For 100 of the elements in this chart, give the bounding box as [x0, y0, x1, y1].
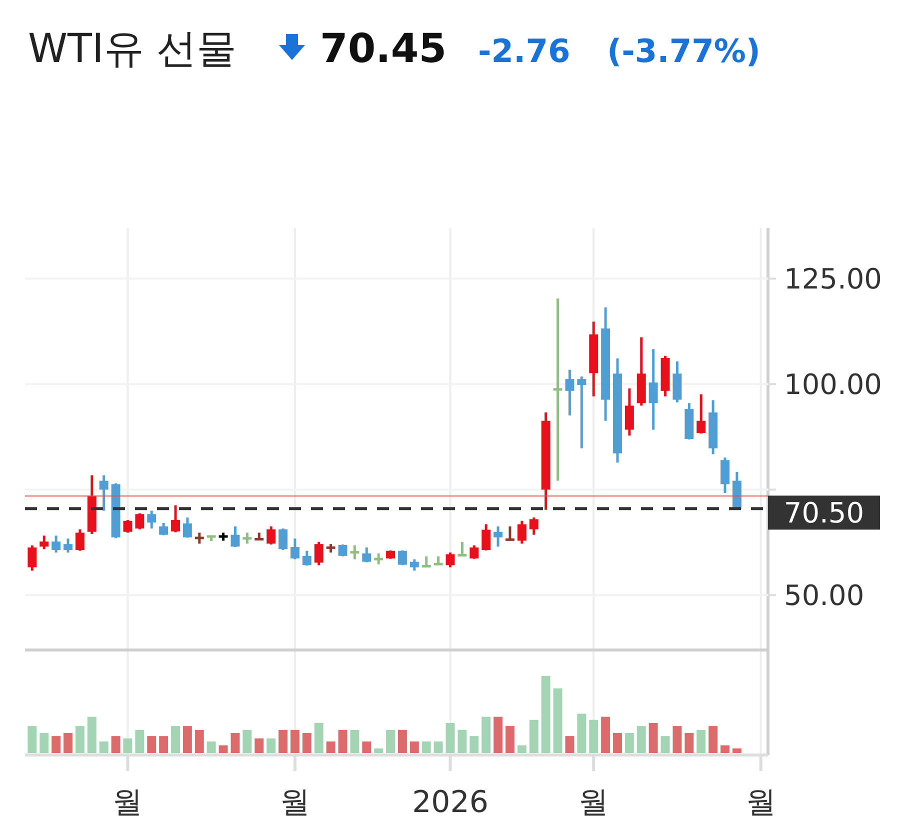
- bar: [613, 732, 622, 753]
- bar: [135, 730, 144, 753]
- candlestick: [517, 520, 526, 545]
- candlestick: [696, 393, 706, 435]
- bar: [40, 732, 49, 753]
- candlestick: [398, 549, 407, 566]
- bar: [684, 732, 694, 753]
- bar: [672, 726, 682, 753]
- chart-title: WTI유 선물: [28, 26, 236, 72]
- ref-line-label: 70.50: [784, 496, 864, 530]
- x-tick-label: 월: [746, 785, 776, 820]
- bar: [470, 736, 479, 753]
- bar: [482, 716, 491, 753]
- bar: [422, 741, 431, 753]
- candlestick: [648, 348, 658, 431]
- candlestick: [470, 544, 479, 560]
- bar: [529, 720, 538, 753]
- candlestick: [577, 375, 586, 450]
- bar: [398, 730, 407, 753]
- bar: [326, 741, 336, 753]
- candlestick: [230, 525, 240, 548]
- candlestick: [99, 474, 108, 512]
- bar: [446, 722, 455, 753]
- bar: [660, 736, 670, 753]
- candlestick: [494, 525, 503, 548]
- candlestick: [302, 550, 312, 567]
- candlestick: [362, 546, 372, 564]
- bar: [171, 726, 180, 753]
- bar: [732, 748, 742, 753]
- bar: [541, 676, 550, 753]
- candlestick: [28, 544, 37, 572]
- bar: [206, 741, 216, 753]
- candlestick: [482, 522, 491, 552]
- bar: [386, 730, 396, 753]
- bar: [517, 745, 526, 753]
- bar: [314, 722, 324, 753]
- bar: [230, 732, 240, 753]
- bar: [194, 730, 204, 753]
- bar: [362, 741, 372, 753]
- bar: [338, 730, 348, 753]
- candlestick: [529, 516, 538, 536]
- candlestick: [135, 512, 144, 531]
- candlestick: [64, 537, 72, 554]
- bar: [696, 730, 706, 753]
- text: 70.45: [320, 26, 447, 72]
- text: (-3.77%): [607, 32, 761, 70]
- candlestick: [123, 518, 132, 534]
- bar: [254, 738, 264, 753]
- candlestick: [52, 534, 61, 554]
- candlestick: [458, 540, 467, 558]
- candlestick: [374, 552, 384, 566]
- candlestick: [565, 368, 574, 417]
- y-tick-label: 50.00: [784, 579, 864, 612]
- bar: [28, 726, 37, 753]
- bar: [278, 730, 288, 753]
- x-tick-label: 2026: [412, 785, 488, 820]
- candlestick: [75, 528, 84, 552]
- candlestick: [40, 534, 49, 550]
- bar: [553, 688, 562, 753]
- candlestick: [553, 297, 562, 482]
- bar: [636, 726, 646, 753]
- candlestick: [350, 544, 360, 561]
- candlestick: [506, 525, 514, 542]
- bar: [708, 726, 718, 753]
- bar: [290, 730, 300, 753]
- bar: [159, 736, 168, 753]
- bar: [434, 741, 443, 753]
- y-tick-label: 100.00: [784, 368, 882, 402]
- bar: [589, 720, 598, 753]
- candlestick: [171, 504, 180, 534]
- bar: [242, 730, 252, 753]
- bar: [720, 745, 730, 753]
- bar: [624, 732, 634, 753]
- bar: [182, 726, 192, 753]
- bar: [64, 732, 72, 753]
- candlestick: [338, 543, 348, 558]
- bar: [350, 730, 360, 753]
- bar: [75, 726, 84, 753]
- bar: [302, 732, 312, 753]
- bar: [506, 726, 514, 753]
- candlestick: [266, 525, 276, 546]
- bar: [577, 714, 586, 753]
- bar: [374, 748, 384, 753]
- bar: [266, 738, 276, 753]
- x-tick-label: 월: [578, 785, 609, 820]
- candlestick: [147, 509, 156, 530]
- y-tick-label: 125.00: [784, 262, 882, 296]
- bar: [111, 736, 120, 753]
- candlestick: [290, 537, 300, 561]
- bar: [99, 741, 108, 753]
- bar: [123, 738, 132, 753]
- candlestick: [410, 558, 419, 572]
- bar: [565, 736, 574, 753]
- bar: [87, 716, 96, 753]
- candlestick: [278, 527, 288, 552]
- bar: [218, 745, 228, 753]
- x-tick-label: 월: [112, 785, 143, 820]
- bar: [601, 716, 610, 753]
- bar: [458, 730, 467, 753]
- candlestick: [446, 551, 455, 569]
